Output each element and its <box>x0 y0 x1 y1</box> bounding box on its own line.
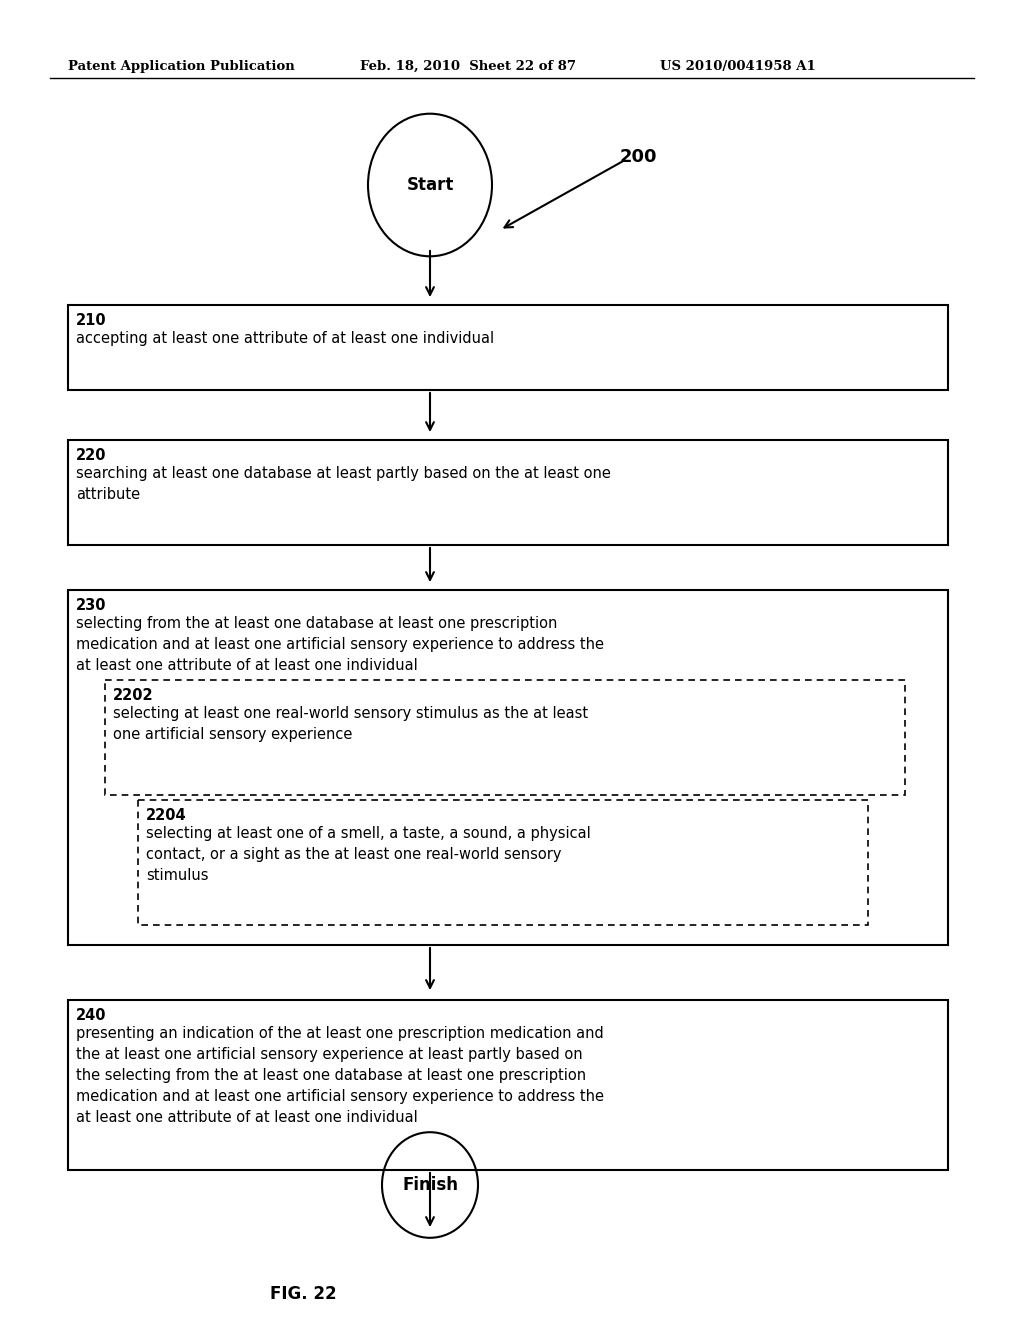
Text: 210: 210 <box>76 313 106 327</box>
Text: Patent Application Publication: Patent Application Publication <box>68 59 295 73</box>
Bar <box>68 1001 948 1170</box>
Text: 230: 230 <box>76 598 106 612</box>
Bar <box>138 800 868 925</box>
Text: 2204: 2204 <box>146 808 186 822</box>
Text: selecting at least one of a smell, a taste, a sound, a physical
contact, or a si: selecting at least one of a smell, a tas… <box>146 826 591 883</box>
Text: 200: 200 <box>620 148 657 166</box>
Text: 240: 240 <box>76 1008 106 1023</box>
Text: Finish: Finish <box>402 1176 458 1195</box>
Text: Feb. 18, 2010  Sheet 22 of 87: Feb. 18, 2010 Sheet 22 of 87 <box>360 59 575 73</box>
Text: accepting at least one attribute of at least one individual: accepting at least one attribute of at l… <box>76 331 495 346</box>
Text: 2202: 2202 <box>113 688 154 704</box>
Text: searching at least one database at least partly based on the at least one
attrib: searching at least one database at least… <box>76 466 611 502</box>
Text: US 2010/0041958 A1: US 2010/0041958 A1 <box>660 59 816 73</box>
Bar <box>68 590 948 945</box>
Bar <box>68 440 948 545</box>
Bar <box>68 305 948 389</box>
Text: selecting at least one real-world sensory stimulus as the at least
one artificia: selecting at least one real-world sensor… <box>113 706 588 742</box>
Text: FIG. 22: FIG. 22 <box>270 1284 337 1303</box>
Bar <box>105 680 905 795</box>
Text: selecting from the at least one database at least one prescription
medication an: selecting from the at least one database… <box>76 616 604 673</box>
Text: Start: Start <box>407 176 454 194</box>
Text: presenting an indication of the at least one prescription medication and
the at : presenting an indication of the at least… <box>76 1026 604 1125</box>
Text: 220: 220 <box>76 447 106 463</box>
